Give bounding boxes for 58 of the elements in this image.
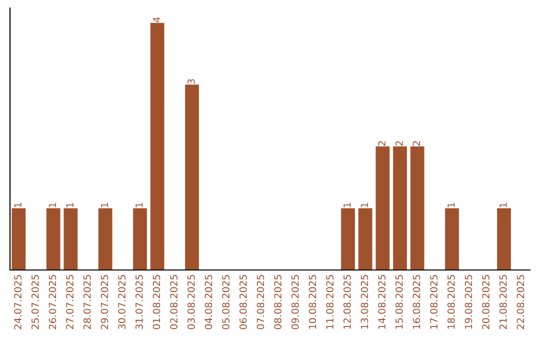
x-tick-label: 16.08.2025 [412,275,420,329]
x-tick-label: 08.08.2025 [274,275,282,330]
x-tick-label: 26.07.2025 [48,275,56,330]
x-tick-label: 04.08.2025 [204,275,212,330]
x-tick-label: 14.08.2025 [378,275,386,329]
x-tick-label: 25.07.2025 [31,275,39,330]
data-label: 1 [500,202,507,208]
data-label: 1 [344,202,351,208]
x-tick-label: 27.07.2025 [66,275,74,330]
data-label: 1 [136,202,143,208]
x-tick-label: 29.07.2025 [100,275,108,330]
data-label: 1 [100,202,108,208]
data-label: 4 [152,17,160,22]
bar [46,208,60,270]
x-tick-label: 31.07.2025 [135,275,143,330]
x-tick-label: 10.08.2025 [308,275,316,329]
data-label: 1 [360,202,368,208]
data-label: 2 [395,141,403,146]
x-tick-label: 02.08.2025 [170,275,178,330]
bar [358,208,372,270]
x-tick-label: 24.07.2025 [14,275,22,330]
x-tick-label: 13.08.2025 [360,275,368,329]
data-label: 1 [14,202,22,208]
bar [341,208,355,270]
bar [445,208,459,270]
data-label: 2 [412,141,420,146]
data-label: 3 [187,79,195,84]
x-tick-label: 22.08.2025 [516,275,524,330]
x-tick-label: 15.08.2025 [395,275,403,329]
bar [12,208,26,270]
x-tick-label: 03.08.2025 [187,275,195,330]
x-tick-label: 21.08.2025 [499,275,507,330]
x-tick-label: 07.08.2025 [256,275,264,330]
bar [133,208,147,270]
x-tick-label: 28.07.2025 [83,275,91,330]
x-tick-label: 20.08.2025 [482,275,490,330]
bar [497,208,511,270]
bar [64,208,78,270]
x-tick-label: 01.08.2025 [152,275,160,330]
x-tick-label: 17.08.2025 [430,275,438,329]
x-tick-label: 06.08.2025 [239,275,247,330]
x-tick-label: 12.08.2025 [343,275,351,329]
x-tick-label: 19.08.2025 [464,275,472,329]
bar [185,84,199,270]
x-tick-label: 18.08.2025 [447,275,455,329]
data-label: 1 [66,202,74,208]
x-tick-label: 09.08.2025 [291,275,299,330]
data-label: 2 [378,141,386,146]
x-tick-label: 11.08.2025 [326,275,334,329]
bar [410,146,424,270]
bar [98,208,112,270]
data-label: 1 [448,202,455,208]
x-tick-label: 05.08.2025 [222,275,230,330]
x-tick-label: 30.07.2025 [118,275,126,330]
bar [150,22,164,270]
bar [376,146,390,270]
bar [393,146,407,270]
data-label: 1 [48,202,56,208]
